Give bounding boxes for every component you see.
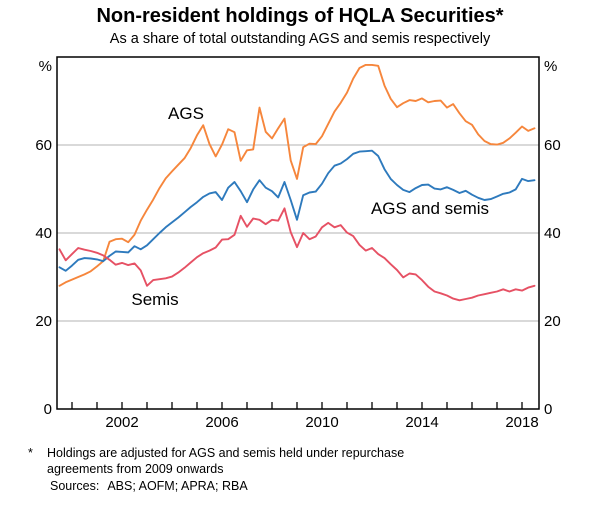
- y-tick-label-left: 40: [35, 225, 52, 242]
- y-tick-label-left: 60: [35, 137, 52, 154]
- chart-canvas: 2002 2006 2010 2014 2018 0 0 20 20 40 40 60 60 % % A…: [35, 56, 561, 431]
- y-tick-label-left: 0: [44, 401, 52, 418]
- footnote-marker: *: [28, 446, 33, 460]
- series-layer: [58, 63, 536, 302]
- x-tick-label: 2010: [305, 414, 338, 431]
- axis-ticks-layer: [71, 402, 523, 409]
- semis-series-label: Semis: [131, 290, 178, 309]
- ags-series-label: AGS: [168, 104, 204, 123]
- series-line-ags-and-semis: [58, 149, 536, 272]
- sources-label: Sources:: [50, 479, 100, 493]
- footnote: Holdings are adjusted for AGS and semis …: [47, 446, 404, 477]
- y-tick-label-right: 60: [544, 137, 561, 154]
- x-tick-label: 2006: [205, 414, 238, 431]
- series-line-ags: [58, 63, 536, 287]
- ags-and-semis-series-label: AGS and semis: [371, 199, 489, 218]
- footnote-line: agreements from 2009 onwards: [47, 461, 224, 476]
- page-subtitle: As a share of total outstanding AGS and …: [109, 31, 491, 47]
- plot-frame: [56, 56, 540, 410]
- y-tick-label-right: 20: [544, 313, 561, 330]
- x-tick-label: 2002: [105, 414, 138, 431]
- percent-label-left: %: [39, 58, 52, 75]
- footnote-line: Holdings are adjusted for AGS and semis …: [47, 446, 405, 460]
- gridlines-layer: [57, 144, 539, 322]
- x-tick-label: 2018: [505, 414, 538, 431]
- y-tick-label-left: 20: [35, 313, 52, 330]
- axis-labels-layer: 2002 2006 2010 2014 2018 0 0 20 20 40 40 60 60: [35, 137, 560, 431]
- y-tick-label-right: 40: [544, 225, 561, 242]
- page-title: Non-resident holdings of HQLA Securities…: [96, 5, 504, 27]
- x-tick-label: 2014: [405, 414, 438, 431]
- sources-text: ABS; AOFM; APRA; RBA: [107, 479, 248, 493]
- series-line-semis: [58, 207, 536, 302]
- sources-line: Sources: ABS; AOFM; APRA; RBA: [50, 479, 248, 493]
- y-tick-label-right: 0: [544, 401, 552, 418]
- percent-label-right: %: [544, 58, 557, 75]
